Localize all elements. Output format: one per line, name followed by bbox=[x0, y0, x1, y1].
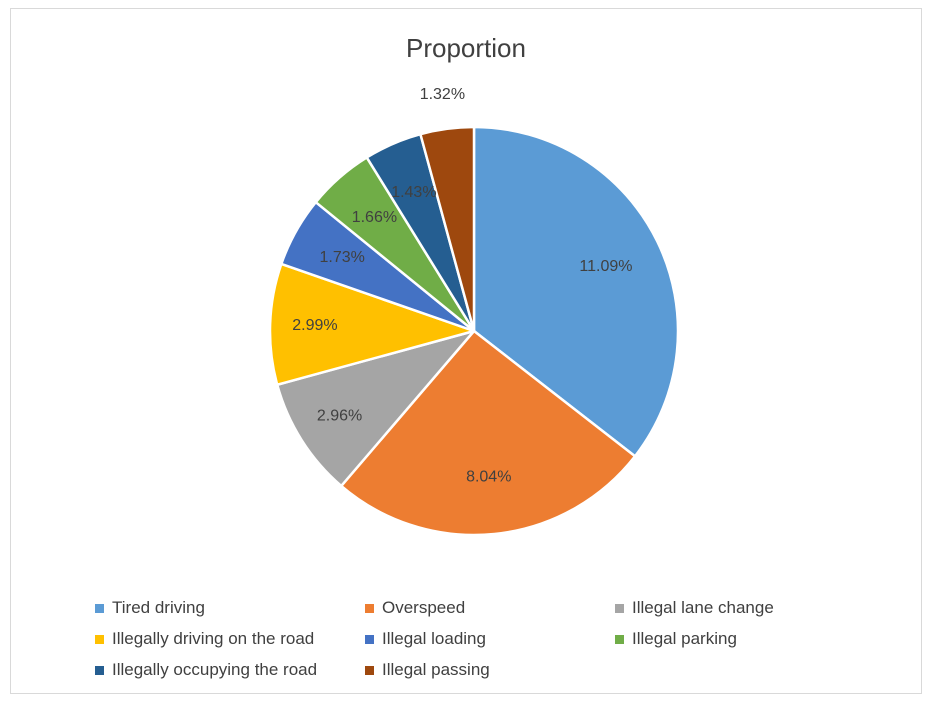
legend-swatch bbox=[615, 603, 624, 613]
legend-swatch bbox=[95, 634, 104, 644]
chart-title: Proportion bbox=[406, 33, 526, 63]
legend-item-illegally-driving-on-the-road: Illegally driving on the road bbox=[95, 628, 365, 650]
pie-chart: 11.09% 8.04% 2.96% 2.99% 1.73% 1.66% 1.43% 1.32… bbox=[268, 86, 680, 537]
legend-label: Illegally driving on the road bbox=[112, 629, 315, 648]
legend-label: Illegal parking bbox=[632, 629, 737, 648]
data-label-illegally-driving-on-the-road: 2.99% bbox=[292, 317, 337, 334]
data-label-illegally-occupying-the-road: 1.43% bbox=[391, 184, 436, 201]
legend-label: Overspeed bbox=[382, 598, 466, 617]
legend-item-illegal-passing: Illegal passing bbox=[365, 659, 615, 681]
legend-label: Illegal passing bbox=[382, 660, 490, 679]
legend-item-illegal-loading: Illegal loading bbox=[365, 628, 615, 650]
pie-slice-illegal-lane-change bbox=[275, 329, 476, 488]
legend-item-overspeed: Overspeed bbox=[365, 597, 615, 619]
data-label-tired-driving: 11.09% bbox=[579, 258, 632, 275]
data-label-overspeed: 8.04% bbox=[466, 469, 511, 486]
data-label-illegal-lane-change: 2.96% bbox=[317, 408, 362, 425]
data-label-illegal-loading: 1.73% bbox=[320, 249, 365, 266]
legend-swatch bbox=[365, 634, 374, 644]
legend-swatch bbox=[365, 665, 374, 675]
pie-slice-tired-driving bbox=[472, 125, 680, 458]
legend-item-tired-driving: Tired driving bbox=[95, 597, 365, 619]
pie-slice-overspeed bbox=[340, 329, 637, 537]
legend-swatch bbox=[95, 603, 104, 613]
legend-item-illegal-parking: Illegal parking bbox=[615, 628, 855, 650]
pie-slice-illegally-driving-on-the-road bbox=[268, 262, 476, 387]
legend-label: Tired driving bbox=[112, 598, 205, 617]
legend-swatch bbox=[365, 603, 374, 613]
legend-item-illegal-lane-change: Illegal lane change bbox=[615, 597, 855, 619]
legend-swatch bbox=[95, 665, 104, 675]
data-label-illegal-passing: 1.32% bbox=[420, 86, 465, 103]
pie-slice-illegal-passing bbox=[419, 125, 476, 333]
legend-label: Illegal loading bbox=[382, 629, 486, 648]
legend-label: Illegally occupying the road bbox=[112, 660, 318, 679]
chart-frame: Proportion 11.09% 8.04% 2.96% 2.99% 1.73% 1.6… bbox=[10, 8, 922, 694]
chart-legend: Tired driving Overspeed Illegal lane chang… bbox=[95, 597, 855, 681]
legend-item-illegally-occupying-the-road: Illegally occupying the road bbox=[95, 659, 365, 681]
legend-swatch bbox=[615, 634, 624, 644]
data-label-illegal-parking: 1.66% bbox=[352, 209, 397, 226]
legend-label: Illegal lane change bbox=[632, 598, 774, 617]
